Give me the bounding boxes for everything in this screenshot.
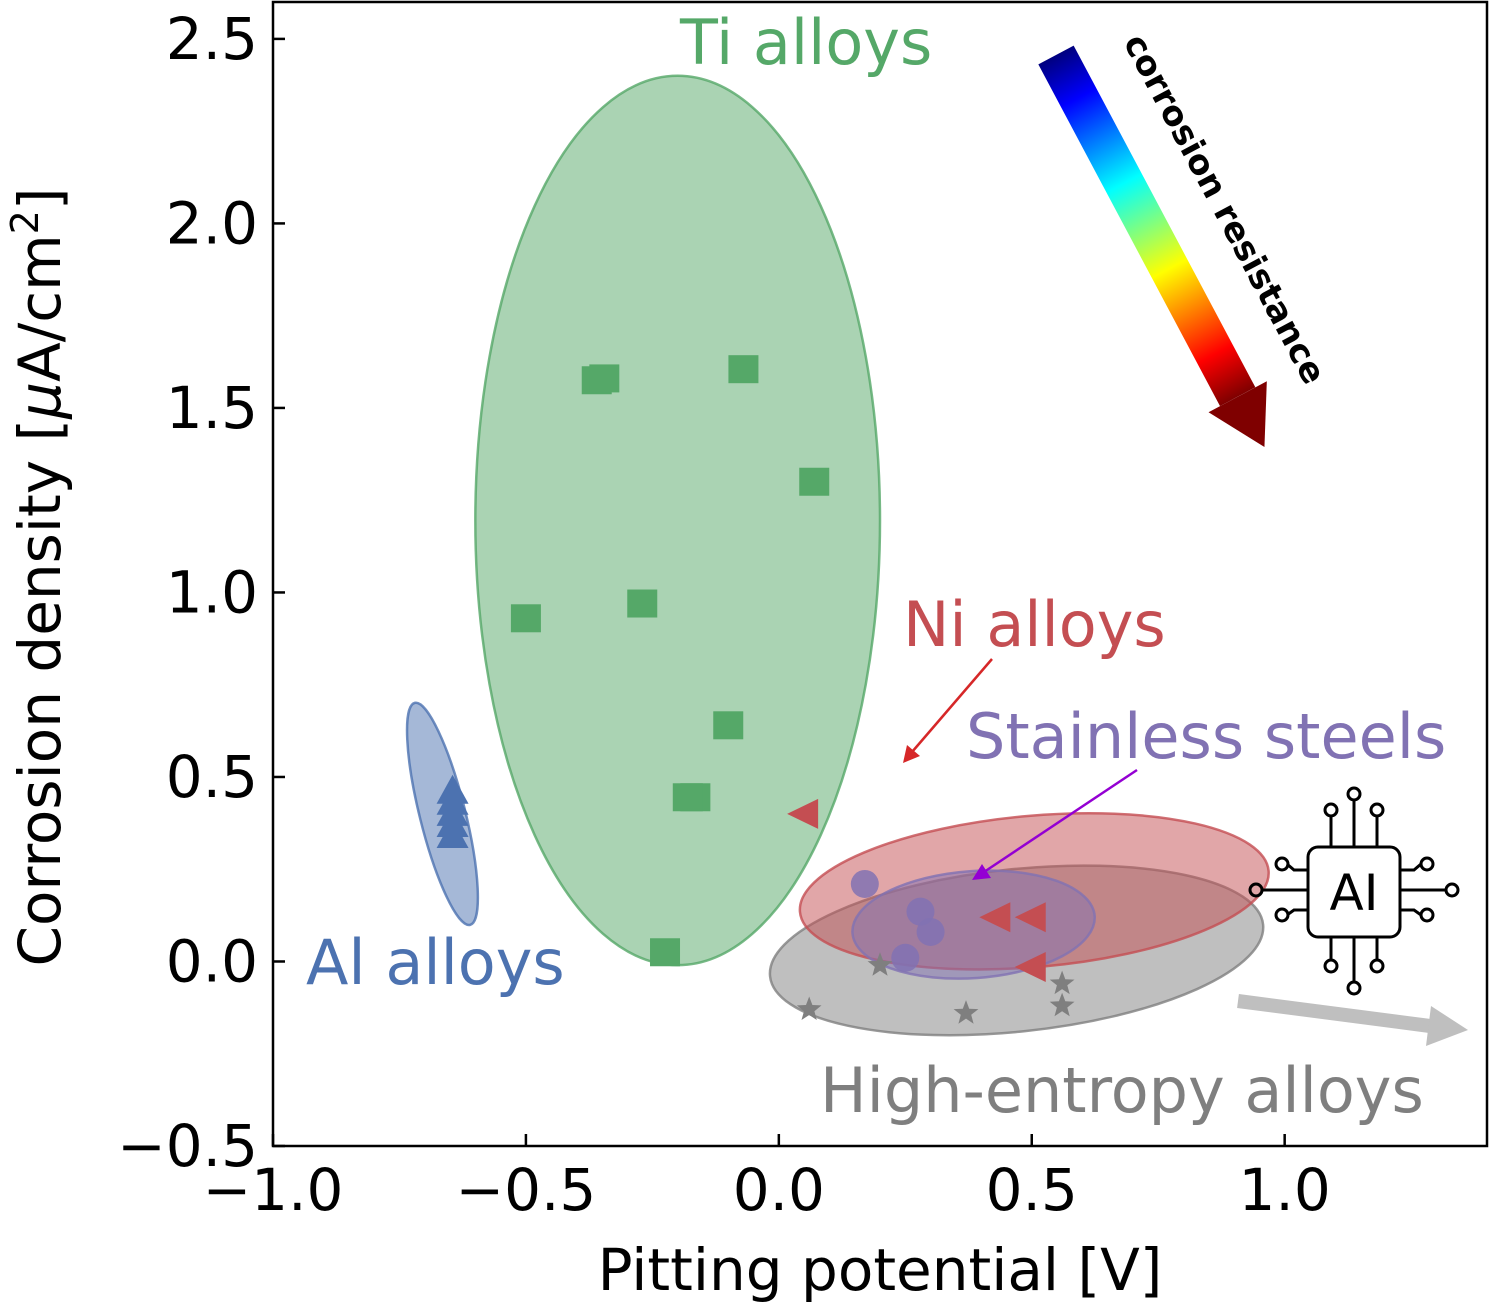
ti-alloys-point-4 xyxy=(627,589,658,618)
ti-alloys-point-2 xyxy=(728,355,759,384)
x-tick-label-4: 1.0 xyxy=(1239,1156,1331,1224)
high-entropy-alloys-point-1 xyxy=(796,996,822,1020)
label-ti-alloys: Ti alloys xyxy=(679,6,932,79)
ss-pointer-arrow xyxy=(972,768,1138,880)
high-entropy-alloys-point-2 xyxy=(953,1000,979,1024)
hea-trend-arrow xyxy=(1237,994,1468,1046)
y-tick-label-3: 1.0 xyxy=(166,558,258,626)
stainless-steels-point-3 xyxy=(891,943,920,972)
corrosion-resistance-arrow xyxy=(1038,45,1267,448)
y-tick-label-0: −0.5 xyxy=(117,1112,258,1180)
ti-alloys-point-1 xyxy=(589,364,620,393)
high-entropy-alloys-point-3 xyxy=(1049,970,1075,995)
plot-frame xyxy=(271,0,1489,1148)
y-tick-label-1: 0.0 xyxy=(166,927,258,995)
label-high-entropy-alloys: High-entropy alloys xyxy=(820,1054,1424,1127)
axis-ticks: −1.0 −0.5 0.0 0.5 1.0−0.50.00.51.01.52.02.5 xyxy=(117,5,1331,1224)
ti-alloys-point-8 xyxy=(672,783,703,812)
ai-chip-label: AI xyxy=(1330,864,1379,922)
ni-pointer-arrow xyxy=(903,658,993,763)
y-axis-label: Corrosion density [μA/cm2] xyxy=(3,188,74,967)
data-points xyxy=(436,355,1075,1024)
stainless-steels-point-0 xyxy=(850,869,879,898)
y-tick-label-4: 1.5 xyxy=(166,374,258,442)
ti-alloys-point-3 xyxy=(799,467,830,496)
stainless-steels-point-2 xyxy=(916,917,945,946)
ni-alloys-point-0 xyxy=(787,798,819,829)
al-alloys-point-4 xyxy=(436,819,469,849)
x-tick-label-1: −0.5 xyxy=(455,1156,596,1224)
y-tick-label-5: 2.0 xyxy=(166,189,258,257)
y-tick-label-2: 0.5 xyxy=(166,743,258,811)
region-ti-alloys xyxy=(474,74,882,967)
label-stainless-steels: Stainless steels xyxy=(966,700,1446,773)
label-al-alloys: Al alloys xyxy=(306,926,565,999)
ti-alloys-point-5 xyxy=(510,604,541,633)
high-entropy-alloys-point-0 xyxy=(867,952,893,976)
ni-alloys-point-1 xyxy=(979,902,1011,933)
x-tick-label-2: 0.0 xyxy=(733,1156,825,1224)
x-tick-label-0: −1.0 xyxy=(203,1156,344,1224)
ni-alloys-point-2 xyxy=(1014,902,1046,933)
high-entropy-alloys-point-4 xyxy=(1049,992,1075,1017)
x-tick-label-3: 0.5 xyxy=(986,1156,1078,1224)
label-ni-alloys: Ni alloys xyxy=(903,588,1166,661)
ti-alloys-point-9 xyxy=(650,938,681,967)
x-axis-label: Pitting potential [V] xyxy=(598,1236,1163,1304)
ti-alloys-point-6 xyxy=(713,711,744,740)
ai-chip-icon xyxy=(1248,786,1460,996)
ni-alloys-point-3 xyxy=(1014,952,1046,983)
y-tick-label-6: 2.5 xyxy=(166,5,258,73)
